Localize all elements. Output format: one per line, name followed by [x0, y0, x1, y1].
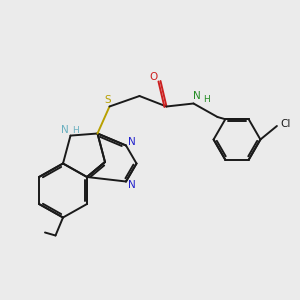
Text: N: N [61, 125, 69, 135]
Text: N: N [128, 180, 136, 190]
Text: N: N [193, 91, 200, 101]
Text: Cl: Cl [280, 118, 290, 129]
Text: S: S [105, 95, 111, 105]
Text: N: N [128, 137, 136, 147]
Text: H: H [203, 94, 209, 103]
Text: O: O [150, 72, 158, 82]
Text: H: H [73, 126, 79, 135]
